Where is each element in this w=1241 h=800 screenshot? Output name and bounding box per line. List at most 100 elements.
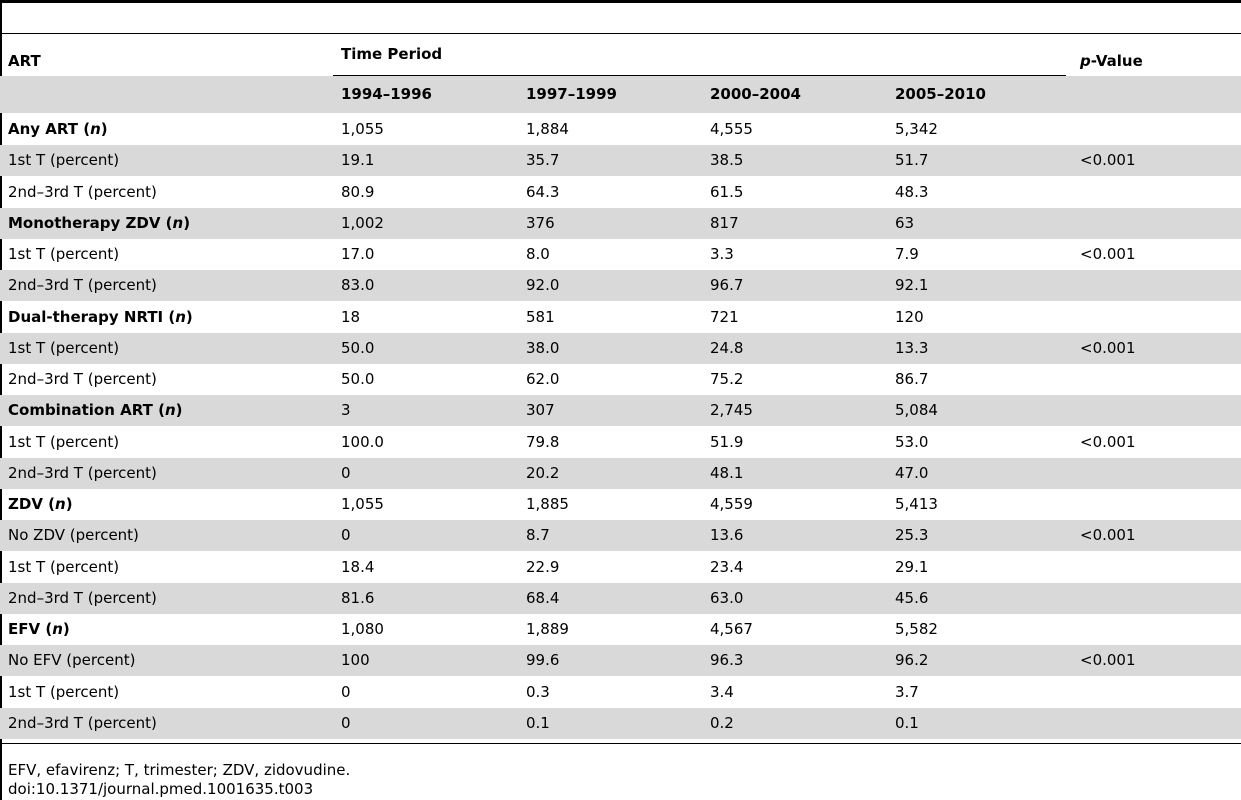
row-label: 1st T (percent): [8, 558, 119, 576]
cell-period-4: 53.0: [895, 432, 929, 451]
cell-period-1: 0: [341, 682, 351, 701]
row-label: 2nd–3rd T (percent): [8, 589, 157, 607]
header-p-rest: -Value: [1090, 52, 1143, 70]
cell-period-1: 17.0: [341, 245, 375, 263]
cell-period-4: 5,084: [895, 401, 938, 420]
row-label: 2nd–3rd T (percent): [8, 464, 157, 482]
table-row: No EFV (percent) 100 99.6 96.3 96.2 <0.001: [0, 645, 1241, 677]
cell-period-2: 8.7: [526, 526, 550, 545]
header-period-1: 1994–1996: [341, 85, 432, 103]
cell-period-1: 1,002: [341, 213, 384, 232]
table-row: Any ART (n) 1,055 1,884 4,555 5,342: [0, 114, 1241, 145]
table-row: 1st T (percent) 0 0.3 3.4 3.7: [0, 677, 1241, 708]
cell-p-value: <0.001: [1080, 432, 1136, 451]
cell-period-3: 96.7: [710, 276, 744, 295]
row-label-text: No ZDV (percent): [8, 526, 139, 545]
cell-period-4: 96.2: [895, 651, 929, 670]
row-label-text: 1st T (percent): [8, 682, 120, 701]
cell-period-4: 5,582: [895, 620, 938, 638]
cell-period-1: 50.0: [341, 370, 375, 388]
row-label: No EFV (percent): [8, 651, 135, 669]
cell-period-1: 0: [341, 463, 351, 482]
row-label-text: 2nd–3rd T (percent): [8, 588, 157, 607]
cell-period-2: 68.4: [526, 588, 560, 607]
cell-p-value: <0.001: [1080, 651, 1136, 670]
cell-period-4: 13.3: [895, 338, 929, 357]
cell-period-4: 63: [895, 213, 915, 232]
cell-period-1: 81.6: [341, 588, 375, 607]
cell-period-2: 38.0: [526, 338, 560, 357]
cell-period-3: 96.3: [710, 651, 744, 670]
cell-period-1: 1,055: [341, 495, 384, 513]
row-label-text: No EFV (percent): [8, 651, 136, 670]
header-period-4: 2005–2010: [895, 85, 986, 103]
cell-period-3: 51.9: [710, 432, 744, 451]
header-top-rule: [0, 33, 1241, 34]
row-label: 1st T (percent): [8, 339, 119, 357]
cell-period-3: 721: [710, 307, 739, 326]
header-time-period: Time Period: [341, 45, 443, 63]
row-label-text: 2nd–3rd T (percent): [8, 713, 157, 732]
cell-period-3: 61.5: [710, 182, 744, 201]
cell-period-1: 50.0: [341, 338, 375, 357]
cell-period-3: 23.4: [710, 557, 744, 576]
cell-period-2: 99.6: [526, 651, 560, 670]
header-art: ART: [8, 52, 41, 70]
cell-period-3: 4,559: [710, 495, 753, 513]
n-symbol: n: [52, 620, 63, 638]
cell-period-4: 29.1: [895, 557, 929, 576]
row-label-text: 2nd–3rd T (percent): [8, 182, 157, 201]
row-label: No ZDV (percent): [8, 526, 139, 544]
cell-period-1: 80.9: [341, 182, 375, 201]
table-row: 2nd–3rd T (percent) 83.0 92.0 96.7 92.1: [0, 270, 1241, 302]
row-label: 2nd–3rd T (percent): [8, 276, 157, 294]
table-row: 2nd–3rd T (percent) 0 20.2 48.1 47.0: [0, 457, 1241, 489]
cell-period-3: 4,567: [710, 620, 753, 638]
cell-period-3: 48.1: [710, 463, 744, 482]
n-symbol: n: [175, 307, 186, 326]
cell-period-4: 7.9: [895, 245, 919, 263]
row-label-text: Monotherapy ZDV: [8, 213, 161, 232]
row-label-text: 2nd–3rd T (percent): [8, 463, 157, 482]
row-label: EFV (n): [8, 620, 70, 638]
table-row: Monotherapy ZDV (n) 1,002 376 817 63: [0, 207, 1241, 239]
header-period-shade: [0, 76, 1241, 113]
cell-period-1: 0: [341, 713, 351, 732]
cell-period-4: 120: [895, 307, 924, 326]
table-row: ZDV (n) 1,055 1,885 4,559 5,413: [0, 489, 1241, 520]
row-label-text: 1st T (percent): [8, 338, 120, 357]
cell-period-4: 92.1: [895, 276, 929, 295]
header-period-3: 2000–2004: [710, 85, 801, 103]
table-row: Combination ART (n) 3 307 2,745 5,084: [0, 395, 1241, 427]
cell-p-value: <0.001: [1080, 526, 1136, 545]
cell-period-3: 75.2: [710, 370, 744, 388]
cell-period-2: 581: [526, 307, 555, 326]
cell-period-4: 86.7: [895, 370, 929, 388]
cell-period-2: 22.9: [526, 557, 560, 576]
cell-period-2: 0.3: [526, 682, 550, 701]
cell-period-4: 5,413: [895, 495, 938, 513]
cell-period-2: 62.0: [526, 370, 560, 388]
row-label: 1st T (percent): [8, 683, 119, 701]
row-label: Combination ART (n): [8, 401, 183, 420]
row-label-text: EFV: [8, 620, 41, 638]
cell-period-1: 1,055: [341, 120, 384, 138]
table-row: No ZDV (percent) 0 8.7 13.6 25.3 <0.001: [0, 520, 1241, 552]
row-label: Any ART (n): [8, 120, 108, 138]
cell-period-1: 18.4: [341, 557, 375, 576]
cell-p-value: <0.001: [1080, 151, 1136, 170]
cell-period-2: 20.2: [526, 463, 560, 482]
cell-period-2: 8.0: [526, 245, 550, 263]
cell-period-4: 5,342: [895, 120, 938, 138]
row-label-text: Any ART: [8, 120, 79, 138]
cell-period-2: 92.0: [526, 276, 560, 295]
table-row: 1st T (percent) 17.0 8.0 3.3 7.9 <0.001: [0, 239, 1241, 270]
cell-period-3: 38.5: [710, 151, 744, 170]
header-p-italic: p: [1080, 52, 1091, 70]
header-period-2: 1997–1999: [526, 85, 617, 103]
cell-p-value: <0.001: [1080, 245, 1136, 263]
cell-period-3: 3.4: [710, 682, 734, 701]
table-row: 2nd–3rd T (percent) 80.9 64.3 61.5 48.3: [0, 177, 1241, 208]
cell-period-4: 3.7: [895, 682, 919, 701]
